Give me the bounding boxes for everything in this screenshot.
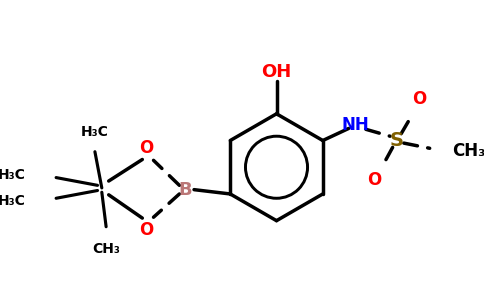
Text: O: O — [139, 221, 154, 239]
Text: H₃C: H₃C — [0, 168, 26, 182]
Text: H₃C: H₃C — [0, 194, 26, 208]
Text: CH₃: CH₃ — [92, 242, 120, 256]
Text: OH: OH — [261, 63, 292, 81]
Text: CH₃: CH₃ — [452, 142, 484, 160]
Text: H₃C: H₃C — [81, 125, 109, 139]
Text: B: B — [179, 181, 192, 199]
Text: S: S — [390, 131, 404, 150]
Text: O: O — [412, 90, 426, 108]
Text: O: O — [139, 139, 154, 157]
Text: O: O — [367, 171, 382, 189]
Text: NH: NH — [342, 116, 369, 134]
